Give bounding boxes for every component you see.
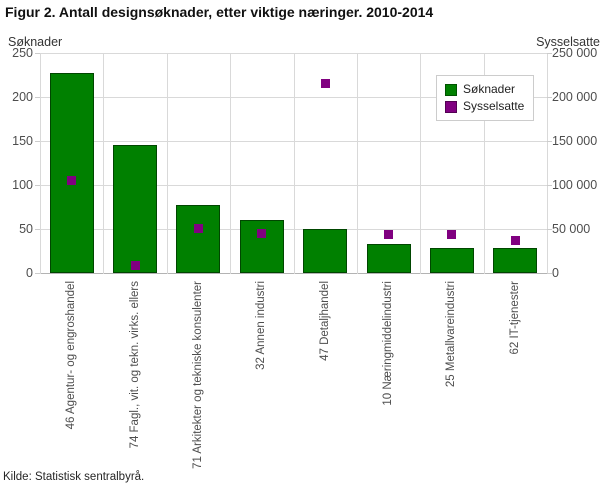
category-label: 71 Arkitekter og tekniske konsulenter — [191, 281, 204, 469]
left-axis-tick — [35, 141, 40, 142]
legend-label-soknader: Søknader — [463, 82, 516, 96]
left-axis-tick-label: 150 — [12, 134, 33, 148]
v-gridline — [103, 53, 104, 274]
soknader-bar — [493, 248, 538, 273]
left-axis-tick-label: 0 — [26, 266, 33, 280]
left-axis-tick — [35, 53, 40, 54]
right-axis-tick-label: 50 000 — [552, 222, 591, 236]
soknader-bar — [176, 205, 221, 273]
right-axis-tick — [547, 97, 552, 98]
soknader-bar — [113, 145, 158, 273]
h-gridline — [40, 141, 547, 142]
h-gridline — [40, 97, 547, 98]
soknader-bar — [239, 220, 284, 273]
sysselsatte-point — [193, 223, 203, 233]
sysselsatte-point — [257, 228, 267, 238]
left-axis-tick — [35, 273, 40, 274]
soknader-bar — [303, 229, 348, 273]
legend: Søknader Sysselsatte — [436, 75, 535, 121]
right-axis-tick-label: 100 000 — [552, 178, 598, 192]
x-axis-line — [40, 273, 547, 274]
v-gridline — [230, 53, 231, 274]
sysselsatte-point — [130, 261, 140, 271]
v-gridline — [294, 53, 295, 274]
legend-item-soknader: Søknader — [445, 81, 524, 98]
category-label: 32 Annen industri — [255, 281, 268, 370]
category-label: 25 Metallvareindustri — [445, 281, 458, 388]
sysselsatte-point — [510, 235, 520, 245]
v-gridline — [420, 53, 421, 274]
source-note: Kilde: Statistisk sentralbyrå. — [3, 471, 145, 483]
legend-label-sysselsatte: Sysselsatte — [463, 99, 525, 113]
category-label: 62 IT-tjenester — [508, 281, 521, 355]
legend-swatch-sysselsatte — [445, 100, 457, 113]
h-gridline — [40, 185, 547, 186]
left-axis-tick-label: 100 — [12, 178, 33, 192]
left-axis-tick — [35, 185, 40, 186]
left-axis-tick-label: 250 — [12, 46, 33, 60]
soknader-bar — [49, 73, 94, 273]
sysselsatte-point — [67, 176, 77, 186]
h-gridline — [40, 53, 547, 54]
soknader-bar — [366, 243, 411, 273]
right-axis-tick-label: 0 — [552, 266, 559, 280]
soknader-bar — [429, 248, 474, 273]
plot-border-v — [40, 53, 41, 274]
sysselsatte-point — [320, 79, 330, 89]
plot-area — [40, 53, 548, 274]
right-axis-tick-label: 200 000 — [552, 90, 598, 104]
right-axis-tick — [547, 185, 552, 186]
right-axis-tick-label: 150 000 — [552, 134, 598, 148]
plot-border-v — [547, 53, 548, 274]
v-gridline — [167, 53, 168, 274]
h-gridline — [40, 229, 547, 230]
sysselsatte-point — [447, 229, 457, 239]
left-axis-tick-label: 50 — [19, 222, 33, 236]
right-axis-tick — [547, 229, 552, 230]
right-axis-title: Sysselsatte — [536, 35, 600, 49]
category-label: 10 Næringmiddelindustri — [382, 281, 395, 406]
right-axis-tick — [547, 273, 552, 274]
left-axis-title: Søknader — [8, 35, 63, 49]
legend-swatch-soknader — [445, 83, 457, 96]
category-label: 47 Detaljhandel — [318, 281, 331, 361]
left-axis-tick — [35, 97, 40, 98]
sysselsatte-point — [384, 229, 394, 239]
right-axis-tick-label: 250 000 — [552, 46, 598, 60]
figure-title: Figur 2. Antall designsøknader, etter vi… — [5, 4, 434, 20]
left-axis-tick-label: 200 — [12, 90, 33, 104]
v-gridline — [357, 53, 358, 274]
category-label: 74 Fagl., vit. og tekn. virks. ellers — [128, 281, 141, 449]
category-label: 46 Agentur- og engroshandel — [65, 281, 78, 430]
v-gridline — [484, 53, 485, 274]
right-axis-tick — [547, 53, 552, 54]
right-axis-tick — [547, 141, 552, 142]
legend-item-sysselsatte: Sysselsatte — [445, 98, 524, 115]
left-axis-tick — [35, 229, 40, 230]
